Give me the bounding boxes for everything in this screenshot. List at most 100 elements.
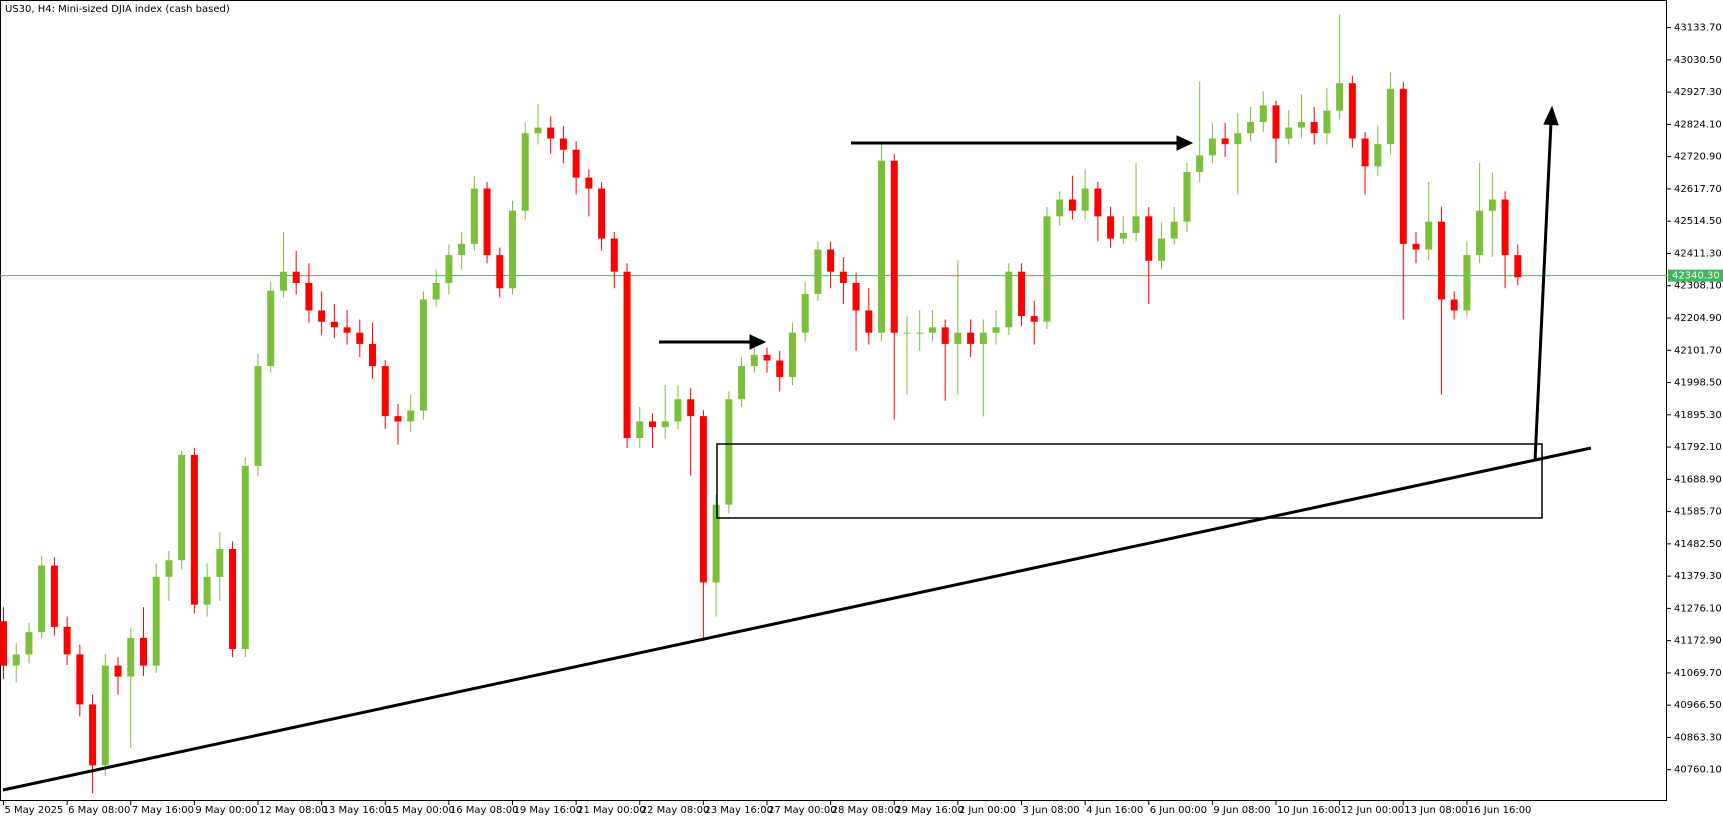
candle-body [369, 343, 377, 367]
x-tick-label: 7 May 16:00 [132, 805, 194, 816]
candle-body [814, 249, 822, 294]
trend-line [2, 446, 1592, 792]
candle-body [1412, 243, 1420, 250]
y-tick-label: 43133.70 [1674, 23, 1722, 34]
candle-body [343, 327, 351, 333]
candle-body [63, 626, 71, 655]
candle-body [1030, 316, 1038, 322]
candle-body [470, 188, 478, 244]
candle-body [1208, 138, 1216, 156]
x-tick-label: 5 May 2025 [5, 805, 64, 816]
candle-body [878, 160, 886, 333]
candle-body [381, 366, 389, 417]
candle-body [1132, 216, 1140, 233]
candle-body [738, 366, 746, 400]
candle-body [178, 454, 186, 561]
candle-body [1336, 83, 1344, 111]
candle-body [827, 249, 835, 272]
arrow-head [1543, 105, 1559, 126]
plot-frame [0, 0, 1667, 801]
x-tick-label: 3 Jun 08:00 [1023, 805, 1080, 816]
x-tick-label: 12 May 08:00 [259, 805, 328, 816]
candle-body [509, 210, 517, 289]
candle-body [1297, 121, 1305, 128]
y-tick-label: 41585.70 [1674, 507, 1722, 518]
candle-body [356, 332, 364, 344]
candle-body [852, 282, 860, 311]
candle-body [496, 255, 504, 289]
candle-body [1157, 238, 1165, 261]
x-tick-label: 28 May 08:00 [832, 805, 901, 816]
arrow-head [1176, 135, 1194, 151]
candle-body [661, 421, 669, 428]
candle-body [1094, 188, 1102, 217]
current-price-box [1668, 269, 1723, 282]
candle-body [1348, 83, 1356, 139]
candle-body [12, 654, 20, 666]
y-tick-label: 41069.70 [1674, 668, 1722, 679]
candle-body [1196, 155, 1204, 172]
candle-body [1068, 199, 1076, 211]
candle-body [1170, 221, 1178, 239]
candle-body [101, 665, 109, 766]
candle-body [776, 360, 784, 378]
candle-body [547, 127, 555, 139]
candle-body [788, 332, 796, 378]
x-tick-label: 29 May 16:00 [895, 805, 964, 816]
y-tick-label: 42308.10 [1674, 281, 1722, 292]
candle-body [1514, 255, 1522, 278]
candle-body [165, 560, 173, 577]
arrow-line [1533, 121, 1553, 462]
candle-body [1374, 144, 1382, 167]
candle-body [1463, 255, 1471, 311]
candle-body [623, 271, 631, 439]
candle-body [954, 332, 962, 344]
candle-body [1107, 216, 1115, 239]
candle-body [559, 138, 567, 150]
y-tick-label: 40760.10 [1674, 765, 1722, 776]
chart-title: US30, H4: Mini-sized DJIA index (cash ba… [5, 4, 230, 15]
candle-body [1476, 210, 1484, 256]
candle-body [979, 332, 987, 344]
candle-body [750, 354, 758, 367]
candle-body [38, 565, 46, 633]
candle-body [687, 399, 695, 417]
y-tick-label: 42101.70 [1674, 345, 1722, 356]
candle-body [1145, 216, 1153, 261]
y-tick-label: 41688.90 [1674, 474, 1722, 485]
candle-body [699, 416, 707, 583]
candle-body [1056, 199, 1064, 217]
x-tick-label: 23 May 16:00 [704, 805, 773, 816]
candle-body [928, 327, 936, 333]
x-tick-label: 4 Jun 16:00 [1086, 805, 1143, 816]
candle-body [1247, 121, 1255, 134]
candle-body [1437, 221, 1445, 300]
candle-body [445, 255, 453, 283]
candle-body [139, 637, 147, 666]
arrow-head [749, 334, 767, 350]
candle-body [967, 332, 975, 344]
candle-body [636, 421, 644, 439]
candle-body [483, 188, 491, 256]
y-tick-label: 42204.90 [1674, 313, 1722, 324]
candle-body [318, 310, 326, 322]
x-tick-label: 2 Jun 00:00 [959, 805, 1016, 816]
candle-body [1043, 216, 1051, 322]
x-tick-label: 21 May 00:00 [577, 805, 646, 816]
y-tick-label: 42617.70 [1674, 184, 1722, 195]
candle-body [903, 332, 911, 334]
candle-body [585, 177, 593, 189]
candle-body [1488, 199, 1496, 211]
x-tick-label: 13 Jun 08:00 [1404, 805, 1468, 816]
candle-body [648, 421, 656, 428]
candle-body [674, 399, 682, 422]
x-tick-label: 19 May 16:00 [514, 805, 583, 816]
y-tick-label: 40966.50 [1674, 700, 1722, 711]
candle-body [1501, 199, 1509, 256]
candle-body [190, 454, 198, 605]
x-tick-label: 9 May 00:00 [195, 805, 257, 816]
y-tick-label: 42824.10 [1674, 119, 1722, 130]
candle-body [1450, 299, 1458, 311]
y-tick-label: 42927.30 [1674, 87, 1722, 98]
